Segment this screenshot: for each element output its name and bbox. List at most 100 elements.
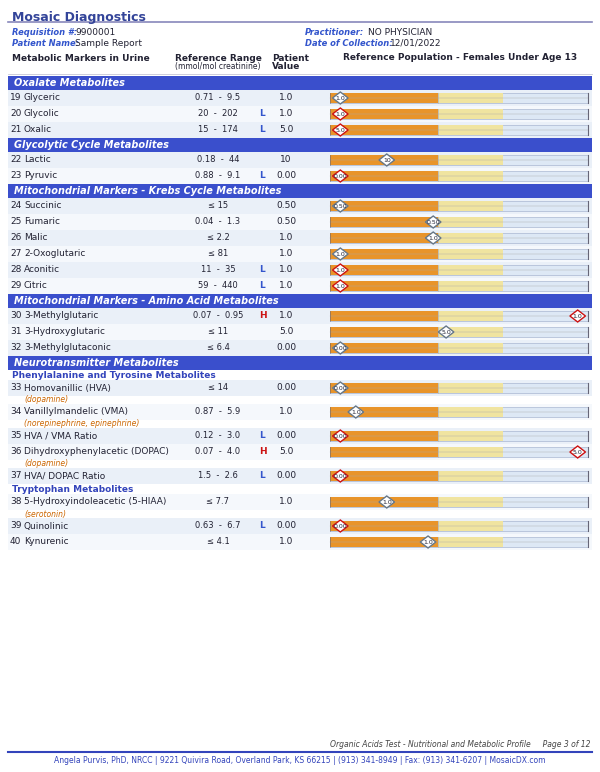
Text: 0.12  -  3.0: 0.12 - 3.0 xyxy=(196,432,241,441)
FancyBboxPatch shape xyxy=(330,327,588,337)
FancyBboxPatch shape xyxy=(330,109,439,119)
FancyBboxPatch shape xyxy=(8,90,592,106)
Text: 0.00: 0.00 xyxy=(334,473,347,479)
Text: 1.0: 1.0 xyxy=(279,266,293,275)
FancyBboxPatch shape xyxy=(330,201,588,211)
Text: Organic Acids Test - Nutritional and Metabolic Profile     Page 3 of 12: Organic Acids Test - Nutritional and Met… xyxy=(329,740,590,749)
FancyBboxPatch shape xyxy=(330,281,439,291)
FancyBboxPatch shape xyxy=(330,431,588,441)
FancyBboxPatch shape xyxy=(8,380,592,396)
Text: 0.00: 0.00 xyxy=(276,522,296,530)
FancyBboxPatch shape xyxy=(439,327,503,337)
FancyBboxPatch shape xyxy=(330,327,439,337)
Text: 0.50: 0.50 xyxy=(427,219,440,225)
Polygon shape xyxy=(438,326,454,338)
FancyBboxPatch shape xyxy=(330,521,439,531)
FancyBboxPatch shape xyxy=(439,217,503,227)
Text: Fumaric: Fumaric xyxy=(24,218,60,226)
Text: 59  -  440: 59 - 440 xyxy=(198,282,238,290)
Text: 1.0: 1.0 xyxy=(335,268,345,273)
Text: 20: 20 xyxy=(10,110,22,118)
Text: 0.88  -  9.1: 0.88 - 9.1 xyxy=(196,171,241,181)
Text: 33: 33 xyxy=(10,384,22,392)
FancyBboxPatch shape xyxy=(330,521,588,531)
FancyBboxPatch shape xyxy=(439,447,503,457)
Text: 1.0: 1.0 xyxy=(428,235,438,241)
Text: H: H xyxy=(259,311,266,320)
Text: 0.00: 0.00 xyxy=(334,523,347,529)
FancyBboxPatch shape xyxy=(8,294,592,308)
Text: 39: 39 xyxy=(10,522,22,530)
Text: Reference Range: Reference Range xyxy=(175,54,262,63)
FancyBboxPatch shape xyxy=(330,233,588,243)
Text: HVA/ DOPAC Ratio: HVA/ DOPAC Ratio xyxy=(24,472,105,480)
FancyBboxPatch shape xyxy=(330,93,588,103)
Text: 0.00: 0.00 xyxy=(276,344,296,353)
FancyBboxPatch shape xyxy=(8,340,592,356)
Text: 1.0: 1.0 xyxy=(279,537,293,547)
Text: 38: 38 xyxy=(10,497,22,506)
Text: ≤ 6.4: ≤ 6.4 xyxy=(206,344,229,353)
FancyBboxPatch shape xyxy=(439,497,503,507)
FancyBboxPatch shape xyxy=(330,155,588,165)
Text: 22: 22 xyxy=(10,155,21,164)
FancyBboxPatch shape xyxy=(330,383,588,393)
FancyBboxPatch shape xyxy=(330,471,439,481)
FancyBboxPatch shape xyxy=(330,343,588,353)
Text: Mitochondrial Markers - Krebs Cycle Metabolites: Mitochondrial Markers - Krebs Cycle Meta… xyxy=(14,186,281,196)
FancyBboxPatch shape xyxy=(439,155,503,165)
FancyBboxPatch shape xyxy=(8,122,592,138)
FancyBboxPatch shape xyxy=(439,281,503,291)
FancyBboxPatch shape xyxy=(330,171,588,181)
Text: L: L xyxy=(259,432,265,441)
FancyBboxPatch shape xyxy=(439,537,503,547)
Text: 0.00: 0.00 xyxy=(334,434,347,438)
Text: Succinic: Succinic xyxy=(24,201,62,211)
Text: 24: 24 xyxy=(10,201,21,211)
Text: 27: 27 xyxy=(10,249,22,259)
FancyBboxPatch shape xyxy=(330,383,439,393)
FancyBboxPatch shape xyxy=(330,497,439,507)
FancyBboxPatch shape xyxy=(439,171,503,181)
FancyBboxPatch shape xyxy=(8,324,592,340)
FancyBboxPatch shape xyxy=(439,471,503,481)
Text: 34: 34 xyxy=(10,408,22,417)
FancyBboxPatch shape xyxy=(330,537,588,547)
Text: 0.18  -  44: 0.18 - 44 xyxy=(197,155,239,164)
FancyBboxPatch shape xyxy=(330,343,439,353)
FancyBboxPatch shape xyxy=(439,233,503,243)
FancyBboxPatch shape xyxy=(330,407,588,417)
FancyBboxPatch shape xyxy=(8,76,592,90)
Text: H: H xyxy=(259,448,266,456)
Text: ≤ 4.1: ≤ 4.1 xyxy=(206,537,229,547)
Polygon shape xyxy=(332,470,348,482)
Text: 30: 30 xyxy=(10,311,22,320)
Text: Patient: Patient xyxy=(272,54,309,63)
Text: ≤ 11: ≤ 11 xyxy=(208,327,228,337)
Text: 1.0: 1.0 xyxy=(279,311,293,320)
Text: (dopamine): (dopamine) xyxy=(24,459,68,469)
FancyBboxPatch shape xyxy=(8,184,592,198)
Polygon shape xyxy=(332,520,348,532)
Polygon shape xyxy=(332,92,348,104)
Text: L: L xyxy=(259,472,265,480)
FancyBboxPatch shape xyxy=(330,93,439,103)
Text: 19: 19 xyxy=(10,93,22,103)
Text: 0.50: 0.50 xyxy=(334,204,347,208)
Text: 0.00: 0.00 xyxy=(276,432,296,441)
Text: 0.00: 0.00 xyxy=(334,346,347,350)
FancyBboxPatch shape xyxy=(330,171,439,181)
Text: 5.0: 5.0 xyxy=(279,327,293,337)
Text: 1.0: 1.0 xyxy=(279,110,293,118)
Text: 5.0: 5.0 xyxy=(279,126,293,134)
Text: 0.71  -  9.5: 0.71 - 9.5 xyxy=(196,93,241,103)
FancyBboxPatch shape xyxy=(330,125,588,135)
Text: Date of Collection:: Date of Collection: xyxy=(305,39,392,48)
Text: 23: 23 xyxy=(10,171,22,181)
FancyBboxPatch shape xyxy=(8,428,592,444)
Text: 3-Hydroxyglutaric: 3-Hydroxyglutaric xyxy=(24,327,105,337)
Text: 37: 37 xyxy=(10,472,22,480)
FancyBboxPatch shape xyxy=(439,343,503,353)
Text: 11  -  35: 11 - 35 xyxy=(200,266,235,275)
Text: 5-Hydroxyindoleacetic (5-HIAA): 5-Hydroxyindoleacetic (5-HIAA) xyxy=(24,497,166,506)
